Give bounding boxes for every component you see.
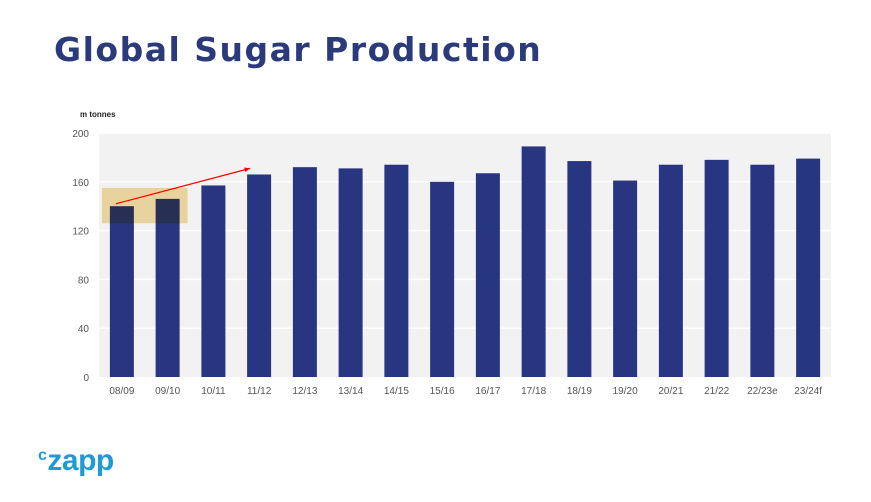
bar-10-11 (201, 185, 226, 377)
bar-17-18 (521, 146, 546, 377)
x-tick-label: 16/17 (475, 386, 500, 397)
bar-15-16 (430, 181, 455, 377)
bar-23-24f (796, 158, 821, 377)
bar-12-13 (292, 167, 317, 377)
page-title: Global Sugar Production (54, 30, 543, 69)
x-tick-label: 14/15 (384, 386, 409, 397)
x-tick-label: 12/13 (292, 386, 317, 397)
y-axis-label: m tonnes (80, 110, 116, 119)
x-tick-label: 13/14 (338, 386, 363, 397)
czapp-logo: czapp (38, 444, 114, 478)
bar-16-17 (475, 173, 500, 377)
logo-prefix: c (38, 447, 47, 464)
bar-18-19 (567, 161, 592, 377)
x-tick-label: 23/24f (794, 386, 822, 397)
bar-chart: 0 40 80 120 160 200 m tonnes 08/09 09/10 10/11 11/… (72, 110, 831, 397)
bar-22-23e (750, 164, 775, 377)
bar-21-22 (704, 159, 729, 377)
bar-08-09 (109, 206, 134, 377)
x-tick-label: 20/21 (658, 386, 683, 397)
y-tick-label: 200 (72, 129, 89, 140)
y-tick-label: 120 (72, 227, 89, 238)
y-tick-label: 160 (72, 178, 89, 189)
y-tick-label: 80 (78, 275, 90, 286)
x-tick-label: 18/19 (567, 386, 592, 397)
y-tick-label: 40 (78, 324, 90, 335)
x-tick-label: 19/20 (613, 386, 638, 397)
bar-13-14 (338, 168, 363, 377)
x-tick-label: 11/12 (247, 386, 272, 397)
highlight-box (101, 187, 188, 224)
x-tick-label: 22/23e (747, 386, 778, 397)
x-tick-label: 21/22 (704, 386, 729, 397)
y-tick-label: 0 (83, 373, 89, 384)
bar-19-20 (613, 180, 638, 377)
x-tick-label: 09/10 (155, 386, 180, 397)
x-tick-label: 08/09 (109, 386, 134, 397)
x-tick-label: 17/18 (521, 386, 546, 397)
bar-09-10 (155, 198, 180, 377)
arrow-head-icon (244, 167, 251, 173)
x-tick-label: 10/11 (201, 386, 226, 397)
bar-11-12 (247, 174, 272, 377)
trend-arrow (115, 167, 251, 205)
logo-text: zapp (47, 444, 114, 477)
x-tick-label: 15/16 (430, 386, 455, 397)
bar-20-21 (658, 164, 683, 377)
bar-14-15 (384, 164, 409, 377)
